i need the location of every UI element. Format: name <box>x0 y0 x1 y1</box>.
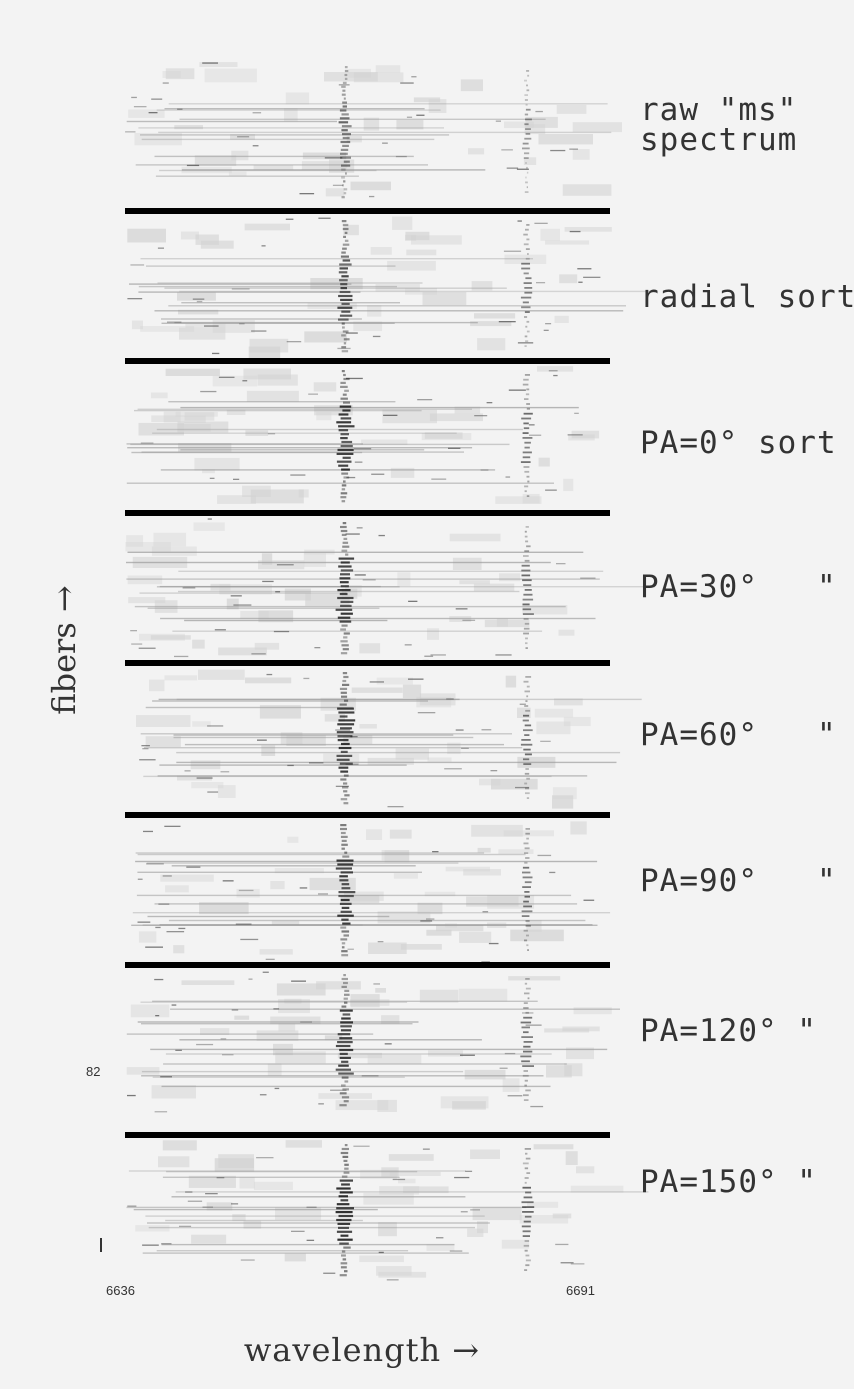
fibers-axis-label: fibers → <box>45 585 83 715</box>
panel-label-1: radial sort <box>640 279 854 315</box>
spectrum-panel-4 <box>136 669 642 809</box>
axis-origin-tick <box>100 1238 102 1252</box>
panel-label-0: raw "ms" spectrum <box>640 92 798 158</box>
spectrum-panel-2 <box>126 366 600 504</box>
panel-label-4: PA=60° " <box>640 717 837 753</box>
panel-separator-1 <box>125 358 610 364</box>
panel-separator-2 <box>125 510 610 516</box>
panel-separator-0 <box>125 208 610 214</box>
wavelength-max-tick: 6691 <box>566 1283 595 1298</box>
panel-separator-4 <box>125 812 610 818</box>
panel-label-2: PA=0° sort <box>640 425 837 461</box>
spectrum-panel-6 <box>126 971 620 1113</box>
panel-separator-5 <box>125 962 610 968</box>
wavelength-min-tick: 6636 <box>106 1283 135 1298</box>
panel-label-3: PA=30° " <box>640 569 837 605</box>
panel-label-7: PA=150° " <box>640 1164 817 1200</box>
panel-label-5: PA=90° " <box>640 863 837 899</box>
spectrum-panel-3 <box>125 518 655 662</box>
spectrum-panel-5 <box>131 821 611 963</box>
fiber-count-tick: 82 <box>86 1064 101 1079</box>
spectrum-panel-7 <box>126 1140 649 1281</box>
panel-label-6: PA=120° " <box>640 1013 817 1049</box>
spectrum-panel-0 <box>125 62 622 199</box>
panel-separator-6 <box>125 1132 610 1138</box>
wavelength-axis-label: wavelength → <box>243 1331 481 1369</box>
spectrum-panel-1 <box>127 216 652 361</box>
panel-separator-3 <box>125 660 610 666</box>
